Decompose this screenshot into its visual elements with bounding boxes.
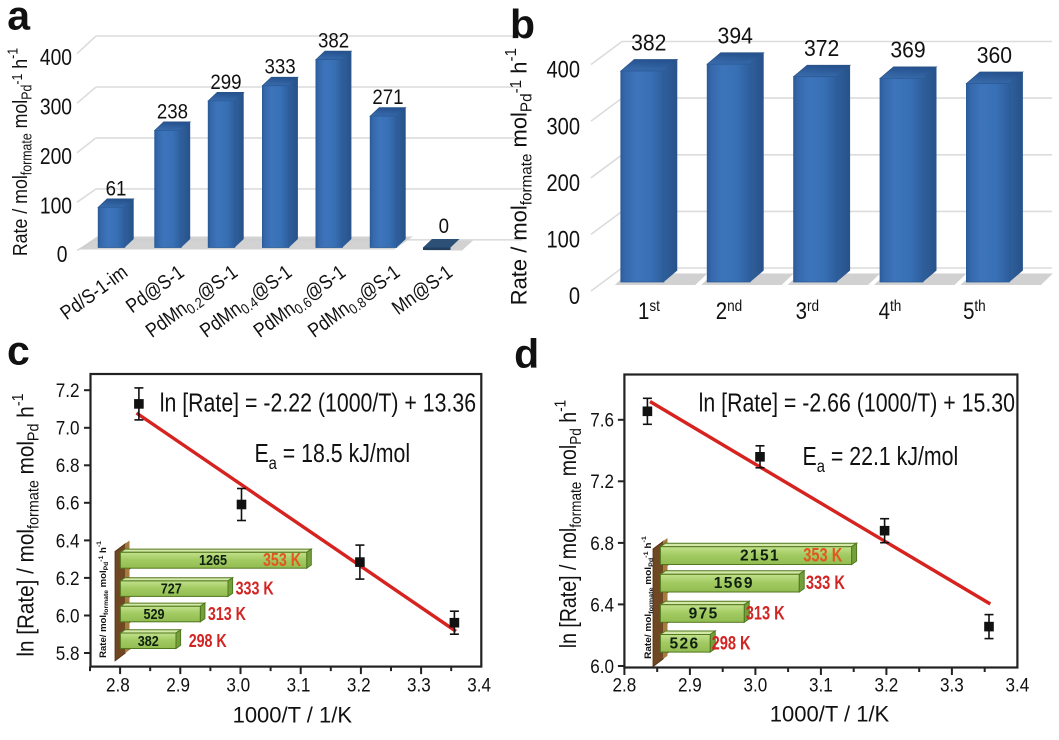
svg-text:400: 400 bbox=[546, 56, 580, 83]
svg-text:c: c bbox=[7, 328, 30, 374]
svg-text:2.9: 2.9 bbox=[678, 675, 702, 696]
svg-text:6.8: 6.8 bbox=[590, 533, 614, 554]
svg-text:2151: 2151 bbox=[740, 548, 780, 565]
svg-text:3.4: 3.4 bbox=[1006, 675, 1030, 696]
svg-text:b: b bbox=[510, 1, 535, 47]
svg-text:1569: 1569 bbox=[714, 575, 754, 592]
svg-text:100: 100 bbox=[40, 193, 72, 219]
svg-text:7.6: 7.6 bbox=[590, 410, 614, 431]
svg-text:3.3: 3.3 bbox=[407, 675, 431, 696]
svg-text:3.2: 3.2 bbox=[347, 675, 371, 696]
svg-text:1000/T / 1/K: 1000/T / 1/K bbox=[770, 702, 890, 727]
svg-text:7.2: 7.2 bbox=[56, 380, 80, 401]
svg-text:313 K: 313 K bbox=[208, 604, 246, 624]
svg-text:394: 394 bbox=[718, 23, 753, 49]
svg-text:382: 382 bbox=[138, 632, 159, 649]
svg-text:300: 300 bbox=[546, 112, 580, 139]
svg-text:299: 299 bbox=[210, 71, 241, 94]
svg-text:382: 382 bbox=[631, 29, 666, 55]
svg-text:333 K: 333 K bbox=[806, 572, 846, 593]
svg-text:298 K: 298 K bbox=[189, 631, 227, 651]
svg-text:6.0: 6.0 bbox=[590, 656, 614, 677]
svg-text:ln [Rate] = -2.66 (1000/T) + 1: ln [Rate] = -2.66 (1000/T) + 15.30 bbox=[699, 389, 1015, 419]
svg-text:6.0: 6.0 bbox=[56, 606, 80, 627]
svg-text:0: 0 bbox=[569, 282, 580, 309]
svg-text:a: a bbox=[7, 0, 31, 38]
svg-text:2.9: 2.9 bbox=[166, 675, 190, 696]
svg-text:333: 333 bbox=[265, 56, 296, 79]
svg-text:360: 360 bbox=[977, 42, 1012, 68]
svg-text:238: 238 bbox=[157, 100, 188, 123]
svg-text:0: 0 bbox=[57, 241, 68, 267]
svg-text:3.1: 3.1 bbox=[809, 675, 833, 696]
svg-text:271: 271 bbox=[372, 86, 403, 109]
svg-text:727: 727 bbox=[161, 580, 182, 597]
svg-text:6.6: 6.6 bbox=[56, 493, 80, 514]
svg-text:6.8: 6.8 bbox=[56, 455, 80, 476]
svg-text:3.1: 3.1 bbox=[287, 675, 311, 696]
svg-text:7.2: 7.2 bbox=[590, 471, 614, 492]
svg-text:529: 529 bbox=[143, 605, 164, 622]
svg-text:100: 100 bbox=[546, 226, 580, 253]
svg-text:353 K: 353 K bbox=[263, 551, 301, 571]
svg-text:61: 61 bbox=[106, 177, 127, 200]
svg-text:3.0: 3.0 bbox=[744, 675, 768, 696]
svg-text:372: 372 bbox=[804, 35, 839, 61]
svg-text:6.4: 6.4 bbox=[590, 594, 614, 615]
svg-text:1000/T / 1/K: 1000/T / 1/K bbox=[233, 703, 353, 728]
svg-text:400: 400 bbox=[40, 44, 72, 70]
svg-text:353 K: 353 K bbox=[803, 545, 843, 566]
svg-text:975: 975 bbox=[689, 606, 719, 623]
svg-text:7.0: 7.0 bbox=[56, 418, 80, 439]
svg-text:200: 200 bbox=[40, 143, 72, 169]
svg-text:3.3: 3.3 bbox=[940, 675, 964, 696]
svg-text:6.4: 6.4 bbox=[56, 530, 80, 551]
svg-text:0: 0 bbox=[439, 215, 449, 238]
svg-text:300: 300 bbox=[40, 94, 72, 120]
svg-text:333 K: 333 K bbox=[236, 579, 274, 599]
svg-text:ln [Rate] = -2.22 (1000/T) + 1: ln [Rate] = -2.22 (1000/T) + 13.36 bbox=[160, 389, 476, 419]
svg-text:382: 382 bbox=[318, 30, 349, 53]
svg-text:Ea = 22.1 kJ/mol: Ea = 22.1 kJ/mol bbox=[803, 442, 959, 476]
svg-text:526: 526 bbox=[669, 635, 699, 652]
svg-text:369: 369 bbox=[890, 37, 925, 63]
svg-text:d: d bbox=[514, 331, 539, 377]
svg-text:3.2: 3.2 bbox=[875, 675, 899, 696]
svg-text:6.2: 6.2 bbox=[56, 568, 80, 589]
svg-text:298 K: 298 K bbox=[712, 632, 752, 653]
svg-text:200: 200 bbox=[546, 169, 580, 196]
svg-text:Ea = 18.5 kJ/mol: Ea = 18.5 kJ/mol bbox=[254, 439, 410, 473]
svg-text:3.0: 3.0 bbox=[226, 675, 250, 696]
svg-text:1265: 1265 bbox=[199, 551, 227, 568]
svg-text:313 K: 313 K bbox=[746, 603, 786, 624]
svg-text:3.4: 3.4 bbox=[467, 675, 491, 696]
svg-text:2.8: 2.8 bbox=[106, 675, 130, 696]
svg-text:5.8: 5.8 bbox=[56, 643, 80, 664]
svg-text:2.8: 2.8 bbox=[613, 675, 637, 696]
